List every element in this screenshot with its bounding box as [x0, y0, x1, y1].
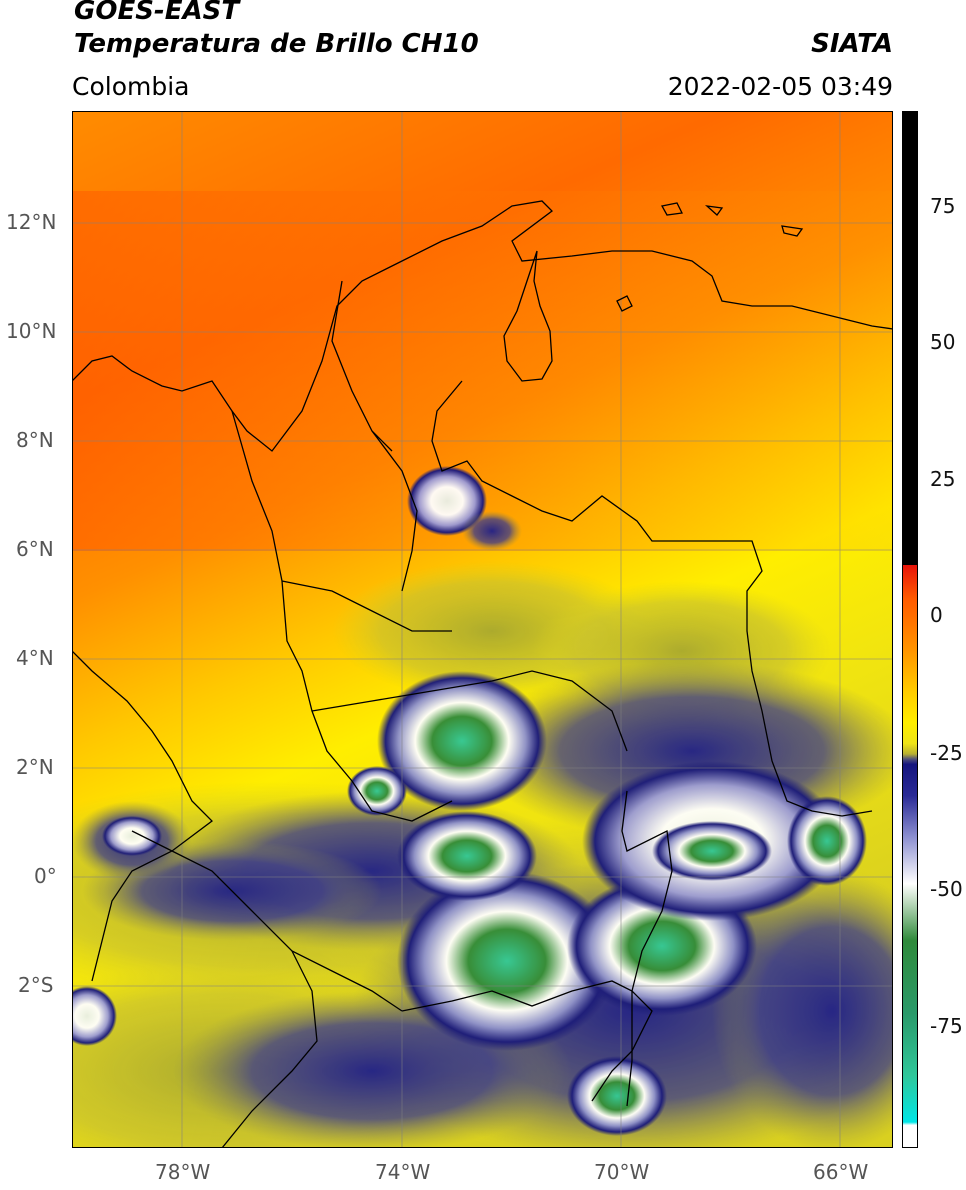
gridlines — [72, 111, 893, 1148]
lat-label: 8°N — [16, 428, 54, 452]
lon-label: 66°W — [813, 1160, 869, 1184]
cloud-layer — [72, 466, 893, 1148]
caribbean-coast — [72, 200, 893, 452]
datetime-label: 2022-02-05 03:49 — [667, 72, 893, 101]
island-3 — [705, 205, 724, 216]
colorbar-tick-label: 0 — [930, 603, 943, 627]
colorbar — [902, 111, 918, 1148]
colorbar-tick-label: -75 — [930, 1014, 963, 1038]
pacific-coast — [72, 650, 213, 982]
lat-label: 12°N — [6, 210, 57, 234]
lat-label: 0° — [34, 864, 57, 888]
title-line2: Temperatura de Brillo CH10 — [74, 29, 479, 59]
colombia-peru-border — [401, 980, 653, 1102]
island-1 — [616, 295, 633, 312]
colorbar-tick-label: -50 — [930, 877, 963, 901]
lat-label: 2°S — [18, 973, 54, 997]
title-line1: GOES-EAST — [74, 0, 240, 26]
lat-label: 2°N — [16, 755, 54, 779]
lat-label: 10°N — [6, 319, 57, 343]
boundaries — [72, 200, 893, 1148]
colombia-brazil-border — [621, 790, 673, 992]
colorbar-tick-label: -25 — [930, 741, 963, 765]
internal-borders — [231, 280, 628, 822]
colorbar-tick-label: 75 — [930, 194, 956, 218]
colombia-ecuador-border — [131, 830, 403, 1012]
region-label: Colombia — [72, 72, 190, 101]
island-2 — [660, 202, 683, 216]
lat-label: 6°N — [16, 537, 54, 561]
source-label: SIATA — [811, 29, 893, 59]
island-4 — [781, 225, 804, 237]
lon-label: 70°W — [594, 1160, 650, 1184]
colorbar-tick-label: 25 — [930, 467, 956, 491]
colombia-venezuela-border — [431, 380, 873, 817]
lon-label: 78°W — [155, 1160, 211, 1184]
lon-label: 74°W — [375, 1160, 431, 1184]
maracaibo-lake — [503, 250, 553, 382]
satellite-map — [72, 111, 893, 1148]
peru-brazil-border — [626, 991, 633, 1107]
lat-label: 4°N — [16, 646, 54, 670]
colorbar-tick-label: 50 — [930, 330, 956, 354]
ecuador-peru-border — [221, 950, 318, 1148]
